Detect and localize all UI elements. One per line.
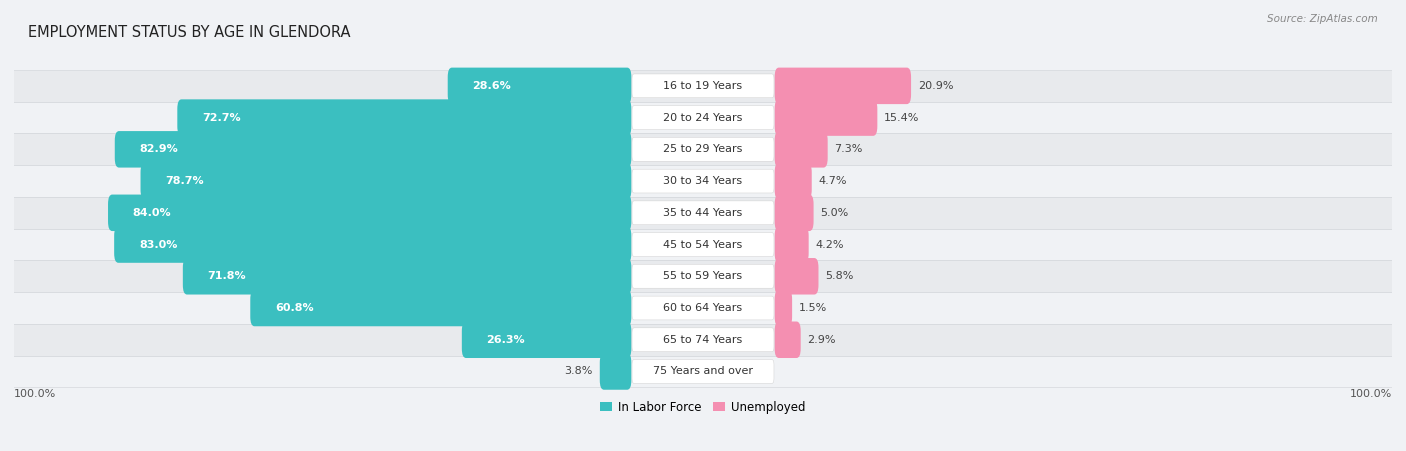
Text: 1.5%: 1.5% — [799, 303, 827, 313]
FancyBboxPatch shape — [775, 99, 877, 136]
FancyBboxPatch shape — [115, 131, 631, 168]
FancyBboxPatch shape — [7, 133, 1399, 165]
FancyBboxPatch shape — [633, 328, 773, 352]
Text: 78.7%: 78.7% — [166, 176, 204, 186]
Text: 4.2%: 4.2% — [815, 239, 844, 249]
FancyBboxPatch shape — [461, 322, 631, 358]
Text: 3.8%: 3.8% — [565, 367, 593, 377]
Text: 35 to 44 Years: 35 to 44 Years — [664, 208, 742, 218]
FancyBboxPatch shape — [183, 258, 631, 295]
Text: 28.6%: 28.6% — [472, 81, 512, 91]
FancyBboxPatch shape — [775, 322, 800, 358]
Text: 100.0%: 100.0% — [14, 389, 56, 399]
Text: 83.0%: 83.0% — [139, 239, 177, 249]
Text: 65 to 74 Years: 65 to 74 Years — [664, 335, 742, 345]
FancyBboxPatch shape — [7, 292, 1399, 324]
Text: 20.9%: 20.9% — [918, 81, 953, 91]
FancyBboxPatch shape — [633, 233, 773, 257]
Text: 60 to 64 Years: 60 to 64 Years — [664, 303, 742, 313]
Text: 72.7%: 72.7% — [202, 113, 240, 123]
Text: 4.7%: 4.7% — [818, 176, 848, 186]
Text: 7.3%: 7.3% — [835, 144, 863, 154]
FancyBboxPatch shape — [7, 102, 1399, 133]
Text: 60.8%: 60.8% — [276, 303, 314, 313]
FancyBboxPatch shape — [633, 359, 773, 383]
FancyBboxPatch shape — [775, 290, 792, 326]
FancyBboxPatch shape — [7, 356, 1399, 387]
Text: 30 to 34 Years: 30 to 34 Years — [664, 176, 742, 186]
FancyBboxPatch shape — [633, 264, 773, 288]
Text: 15.4%: 15.4% — [884, 113, 920, 123]
FancyBboxPatch shape — [633, 106, 773, 129]
FancyBboxPatch shape — [7, 229, 1399, 260]
Text: 2.9%: 2.9% — [807, 335, 837, 345]
FancyBboxPatch shape — [633, 201, 773, 225]
FancyBboxPatch shape — [633, 296, 773, 320]
Text: 71.8%: 71.8% — [208, 272, 246, 281]
FancyBboxPatch shape — [250, 290, 631, 326]
Legend: In Labor Force, Unemployed: In Labor Force, Unemployed — [596, 396, 810, 419]
FancyBboxPatch shape — [775, 194, 814, 231]
Text: 20 to 24 Years: 20 to 24 Years — [664, 113, 742, 123]
FancyBboxPatch shape — [447, 68, 631, 104]
Text: 45 to 54 Years: 45 to 54 Years — [664, 239, 742, 249]
Text: 84.0%: 84.0% — [132, 208, 172, 218]
FancyBboxPatch shape — [633, 138, 773, 161]
FancyBboxPatch shape — [600, 353, 631, 390]
FancyBboxPatch shape — [141, 163, 631, 199]
FancyBboxPatch shape — [7, 260, 1399, 292]
FancyBboxPatch shape — [633, 169, 773, 193]
FancyBboxPatch shape — [775, 68, 911, 104]
FancyBboxPatch shape — [633, 74, 773, 98]
FancyBboxPatch shape — [7, 70, 1399, 102]
Text: 55 to 59 Years: 55 to 59 Years — [664, 272, 742, 281]
FancyBboxPatch shape — [108, 194, 631, 231]
Text: 16 to 19 Years: 16 to 19 Years — [664, 81, 742, 91]
Text: 5.8%: 5.8% — [825, 272, 853, 281]
Text: 25 to 29 Years: 25 to 29 Years — [664, 144, 742, 154]
Text: EMPLOYMENT STATUS BY AGE IN GLENDORA: EMPLOYMENT STATUS BY AGE IN GLENDORA — [28, 25, 350, 41]
FancyBboxPatch shape — [775, 258, 818, 295]
Text: 5.0%: 5.0% — [821, 208, 849, 218]
Text: 82.9%: 82.9% — [139, 144, 179, 154]
Text: 100.0%: 100.0% — [1350, 389, 1392, 399]
Text: Source: ZipAtlas.com: Source: ZipAtlas.com — [1267, 14, 1378, 23]
FancyBboxPatch shape — [775, 131, 828, 168]
FancyBboxPatch shape — [7, 165, 1399, 197]
FancyBboxPatch shape — [177, 99, 631, 136]
FancyBboxPatch shape — [7, 324, 1399, 356]
Text: 75 Years and over: 75 Years and over — [652, 367, 754, 377]
FancyBboxPatch shape — [775, 163, 811, 199]
Text: 26.3%: 26.3% — [486, 335, 526, 345]
FancyBboxPatch shape — [114, 226, 631, 263]
FancyBboxPatch shape — [7, 197, 1399, 229]
FancyBboxPatch shape — [775, 226, 808, 263]
